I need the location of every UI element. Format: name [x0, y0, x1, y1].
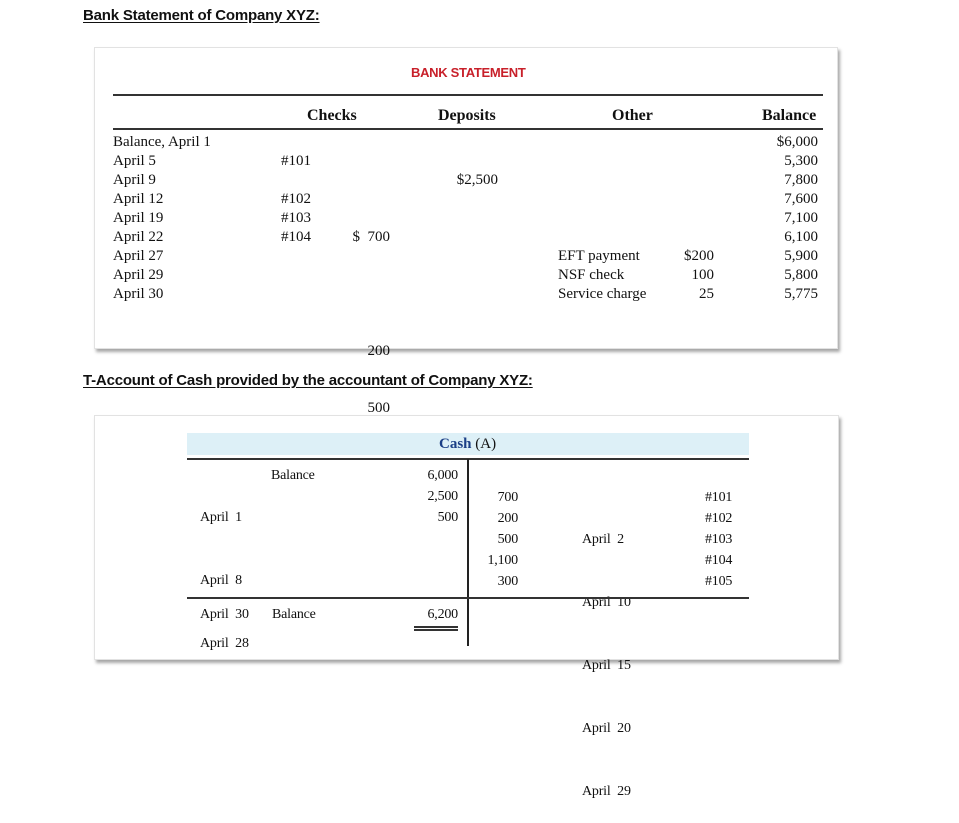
credit-date: April 29: [582, 784, 631, 799]
check-number: #103: [281, 210, 311, 226]
other-amount-column: $200 100 25: [670, 133, 714, 304]
credit-amount: 500: [497, 532, 519, 547]
balance-amount: 7,100: [784, 210, 818, 226]
column-header-deposits: Deposits: [438, 107, 496, 124]
column-header-checks: Checks: [307, 107, 357, 124]
header-top-rule: [113, 94, 823, 96]
credit-reference: #105: [705, 574, 733, 589]
debit-amount: 500: [437, 510, 459, 525]
check-amount: [336, 285, 390, 304]
debit-descriptions: Balance: [271, 465, 315, 486]
row-label: April 12: [113, 191, 164, 207]
bank-statement-box: [94, 47, 838, 349]
other-amount: $200: [684, 248, 714, 264]
balance-amount: 5,775: [784, 286, 818, 302]
row-label: April 9: [113, 172, 156, 188]
credit-reference: #101: [705, 490, 733, 505]
account-type: (A): [475, 436, 497, 452]
check-number: [281, 133, 331, 152]
deposit-amount: [430, 133, 498, 152]
column-header-balance: Balance: [762, 107, 817, 124]
credit-date: April 15: [582, 658, 631, 673]
bank-rows-labels: Balance, April 1 April 5 April 9 April 1…: [113, 133, 211, 304]
row-label: April 22: [113, 229, 164, 245]
debit-amount: 2,500: [427, 489, 458, 504]
t-account-box: [94, 415, 839, 660]
other-description: EFT payment: [558, 248, 640, 264]
check-amount: 500: [367, 400, 391, 416]
debit-date: April 8: [200, 573, 242, 588]
credit-amount: 1,100: [487, 553, 518, 568]
bank-statement-heading: Bank Statement of Company XYZ:: [83, 7, 320, 24]
balance-column: $6,000 5,300 7,800 7,600 7,100 6,100 5,9…: [748, 133, 818, 304]
credit-amount: 700: [497, 490, 519, 505]
balance-amount: 5,300: [784, 153, 818, 169]
row-label: April 27: [113, 248, 164, 264]
other-description: Service charge: [558, 286, 647, 302]
balance-amount: 5,900: [784, 248, 818, 264]
credit-reference: #102: [705, 511, 733, 526]
credit-dates: April 2 April 10 April 15 April 20 April…: [582, 487, 631, 823]
row-label: April 5: [113, 153, 156, 169]
debit-description: Balance: [271, 468, 315, 483]
balance-amount: $6,000: [776, 134, 818, 150]
debit-date: April 1: [200, 510, 242, 525]
account-name: Cash: [439, 436, 472, 452]
row-label: April 19: [113, 210, 164, 226]
check-number: [281, 171, 331, 190]
credit-date: April 10: [582, 595, 631, 610]
credit-amounts: 700 200 500 1,100 300: [476, 487, 518, 592]
deposit-amount: $2,500: [456, 172, 498, 188]
check-number-column: #101 #102 #103 #104: [281, 133, 331, 247]
row-label: April 30: [113, 286, 164, 302]
balance-amount: 6,100: [784, 229, 818, 245]
credit-references: #101 #102 #103 #104 #105: [705, 487, 732, 592]
deposit-column: $2,500: [430, 133, 498, 190]
balance-amount: 7,800: [784, 172, 818, 188]
row-label: April 29: [113, 267, 164, 283]
debit-amounts: 6,000 2,500 500: [400, 465, 458, 528]
ending-balance-description: Balance: [272, 607, 316, 622]
check-number: #104: [281, 229, 311, 245]
check-amount: $ 700: [352, 229, 391, 245]
row-label: Balance, April 1: [113, 134, 211, 150]
header-bottom-rule: [113, 128, 823, 130]
t-account-total-rule: [187, 597, 749, 599]
check-number: #102: [281, 191, 311, 207]
other-description: NSF check: [558, 267, 625, 283]
check-number: #101: [281, 153, 311, 169]
credit-date: April 2: [582, 532, 624, 547]
credit-amount: 200: [497, 511, 519, 526]
credit-date: April 20: [582, 721, 631, 736]
other-amount: 25: [699, 286, 714, 302]
double-underline: [414, 626, 458, 631]
other-amount: 100: [691, 267, 715, 283]
other-description-column: EFT payment NSF check Service charge: [558, 133, 646, 304]
ending-balance-date: April 30: [200, 607, 249, 622]
t-account-center-line: [467, 459, 469, 646]
check-amount: [336, 171, 390, 190]
balance-amount: 7,600: [784, 191, 818, 207]
credit-amount: 300: [497, 574, 519, 589]
debit-amount: 6,000: [427, 468, 458, 483]
credit-reference: #104: [705, 553, 733, 568]
debit-dates: April 1 April 8 April 28: [200, 465, 249, 675]
t-account-heading: T-Account of Cash provided by the accoun…: [83, 372, 533, 389]
column-header-other: Other: [612, 107, 653, 124]
debit-date: April 28: [200, 636, 249, 651]
bank-statement-title: BANK STATEMENT: [411, 65, 526, 80]
cash-account-header: [187, 433, 749, 455]
credit-reference: #103: [705, 532, 733, 547]
cash-account-title: Cash (A): [439, 436, 496, 453]
check-amount: 200: [367, 343, 391, 359]
deposit-amount: [430, 152, 498, 171]
ending-balance-amount: 6,200: [427, 607, 458, 622]
balance-amount: 5,800: [784, 267, 818, 283]
